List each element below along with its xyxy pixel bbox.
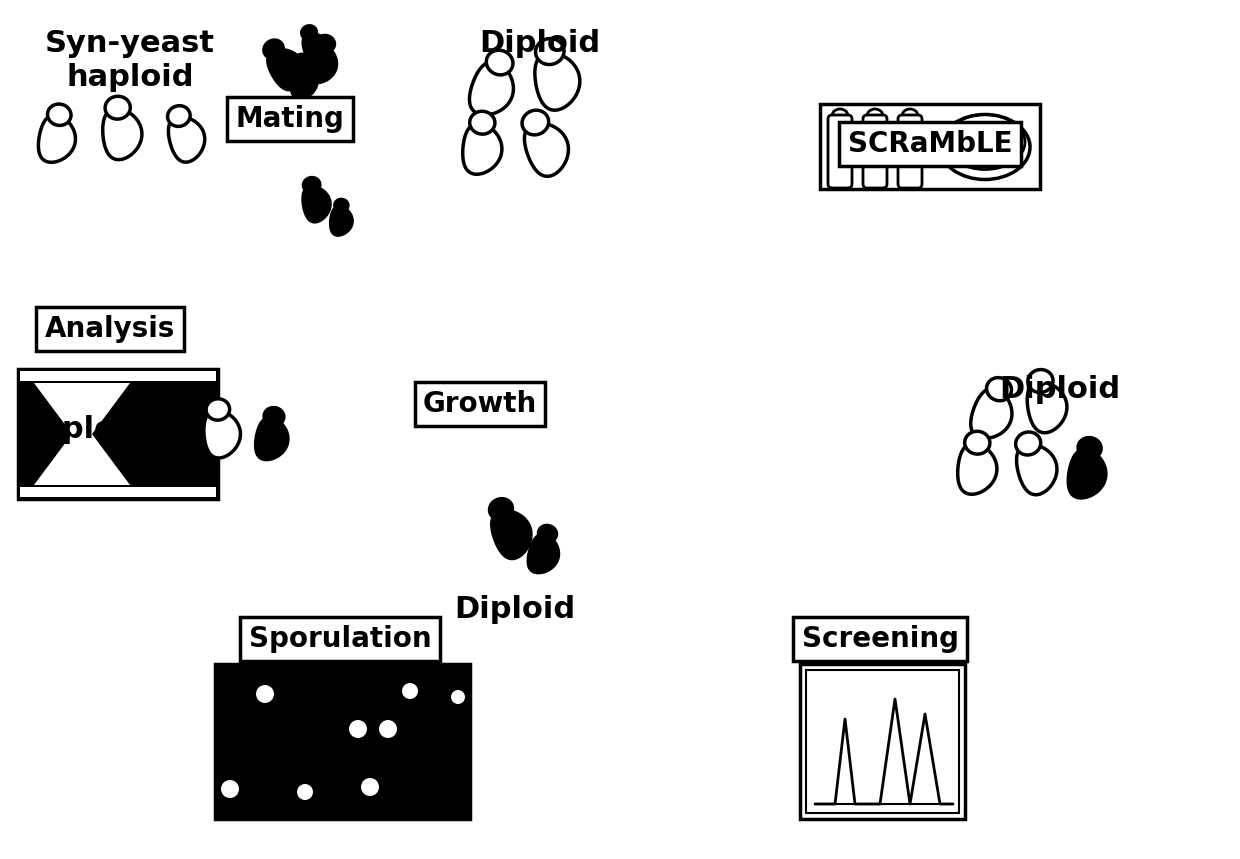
Ellipse shape	[940, 114, 1030, 180]
Polygon shape	[957, 443, 997, 494]
Bar	[19, 369, 218, 499]
Polygon shape	[470, 112, 495, 134]
Polygon shape	[527, 533, 559, 574]
Polygon shape	[103, 109, 141, 160]
Polygon shape	[486, 50, 513, 75]
Polygon shape	[169, 117, 205, 162]
Circle shape	[451, 690, 465, 704]
Bar	[20, 371, 216, 381]
Polygon shape	[303, 186, 331, 222]
Polygon shape	[489, 497, 513, 521]
Polygon shape	[537, 524, 558, 543]
Text: Mating: Mating	[236, 105, 345, 133]
Polygon shape	[289, 63, 317, 100]
Polygon shape	[1068, 448, 1107, 499]
Circle shape	[348, 720, 367, 738]
Bar	[215, 664, 470, 819]
Text: Growth: Growth	[423, 390, 537, 418]
Polygon shape	[293, 53, 311, 70]
Circle shape	[298, 784, 312, 800]
Polygon shape	[303, 177, 321, 193]
Text: Syn-yeast
haploid: Syn-yeast haploid	[45, 29, 215, 92]
Polygon shape	[463, 124, 502, 174]
Text: Screening: Screening	[801, 625, 959, 653]
Polygon shape	[534, 52, 580, 110]
Polygon shape	[47, 104, 71, 125]
Polygon shape	[315, 34, 336, 52]
Bar	[20, 487, 216, 497]
Polygon shape	[965, 431, 990, 454]
Polygon shape	[38, 115, 76, 162]
Polygon shape	[1028, 369, 1053, 393]
Polygon shape	[1016, 432, 1040, 455]
Polygon shape	[1017, 444, 1056, 495]
Polygon shape	[334, 198, 348, 212]
FancyBboxPatch shape	[863, 115, 887, 188]
Polygon shape	[536, 39, 564, 64]
FancyBboxPatch shape	[828, 115, 852, 188]
Polygon shape	[1078, 436, 1102, 460]
Polygon shape	[987, 378, 1012, 401]
Bar	[806, 670, 959, 813]
Text: SCRaMbLE: SCRaMbLE	[848, 130, 1012, 158]
Polygon shape	[263, 406, 285, 426]
Polygon shape	[263, 39, 284, 59]
Polygon shape	[206, 399, 229, 420]
Circle shape	[255, 685, 274, 703]
Polygon shape	[303, 33, 330, 66]
Circle shape	[221, 780, 239, 798]
Circle shape	[361, 778, 379, 796]
FancyBboxPatch shape	[898, 115, 923, 188]
Polygon shape	[330, 205, 353, 236]
Bar	[820, 104, 1040, 189]
Polygon shape	[525, 123, 568, 176]
Bar	[130, 381, 133, 487]
Text: Diploid: Diploid	[999, 375, 1121, 404]
Bar	[800, 664, 965, 819]
Polygon shape	[305, 44, 337, 83]
Text: Sporulation: Sporulation	[249, 625, 432, 653]
Polygon shape	[105, 96, 130, 119]
Polygon shape	[167, 106, 190, 126]
Polygon shape	[522, 110, 548, 135]
Polygon shape	[33, 383, 130, 485]
Text: Analysis: Analysis	[45, 315, 175, 343]
Polygon shape	[470, 62, 513, 115]
Polygon shape	[267, 49, 304, 91]
Text: Diploid: Diploid	[454, 594, 575, 624]
Text: Haploid: Haploid	[16, 415, 148, 443]
Circle shape	[402, 683, 418, 699]
Polygon shape	[971, 388, 1012, 438]
Polygon shape	[254, 417, 289, 460]
Polygon shape	[491, 509, 532, 559]
Polygon shape	[1027, 382, 1066, 433]
Circle shape	[379, 720, 397, 738]
Text: Diploid: Diploid	[480, 29, 600, 58]
Polygon shape	[203, 411, 241, 458]
Polygon shape	[300, 25, 317, 40]
